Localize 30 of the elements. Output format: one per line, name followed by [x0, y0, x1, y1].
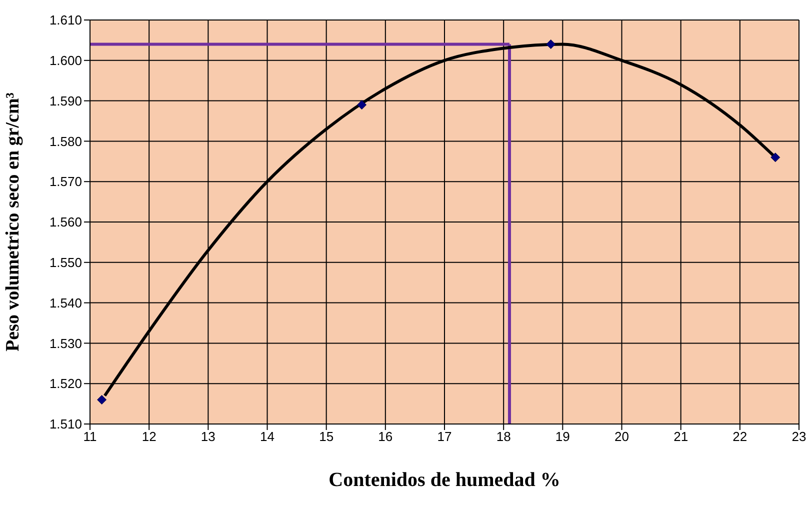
- y-tick-label: 1.520: [49, 376, 82, 392]
- x-tick-label: 18: [496, 429, 511, 444]
- y-tick-label: 1.510: [49, 416, 82, 432]
- x-tick-label: 20: [614, 429, 629, 444]
- x-tick-label: 17: [437, 429, 452, 444]
- x-tick-label: 11: [83, 429, 97, 444]
- y-tick-label: 1.560: [49, 214, 82, 230]
- y-tick-label: 1.580: [49, 134, 82, 149]
- point: [357, 100, 367, 110]
- point: [546, 39, 556, 49]
- x-tick-label: 12: [142, 429, 156, 444]
- y-tick-label: 1.530: [49, 336, 82, 351]
- y-tick-label: 1.570: [49, 174, 82, 190]
- y-tick-label: 1.590: [49, 93, 82, 108]
- x-tick-label: 16: [378, 429, 393, 444]
- x-tick-label: 19: [555, 429, 570, 444]
- y-tick-label: 1.540: [49, 295, 82, 310]
- x-axis-title: Contenidos de humedad %: [328, 469, 560, 491]
- x-tick-label: 15: [319, 429, 334, 444]
- x-tick-label: 22: [732, 429, 748, 444]
- y-tick-label: 1.610: [49, 12, 82, 28]
- point: [97, 395, 107, 405]
- point: [770, 152, 780, 162]
- x-tick-label: 14: [260, 429, 274, 444]
- x-tick-label: 21: [674, 429, 688, 444]
- y-axis-title: Peso volumetrico seco en gr/cm³: [2, 92, 24, 352]
- x-tick-label: 23: [792, 429, 806, 444]
- y-tick-label: 1.600: [49, 53, 82, 68]
- y-tick-label: 1.550: [49, 255, 82, 270]
- x-tick-label: 13: [200, 429, 216, 444]
